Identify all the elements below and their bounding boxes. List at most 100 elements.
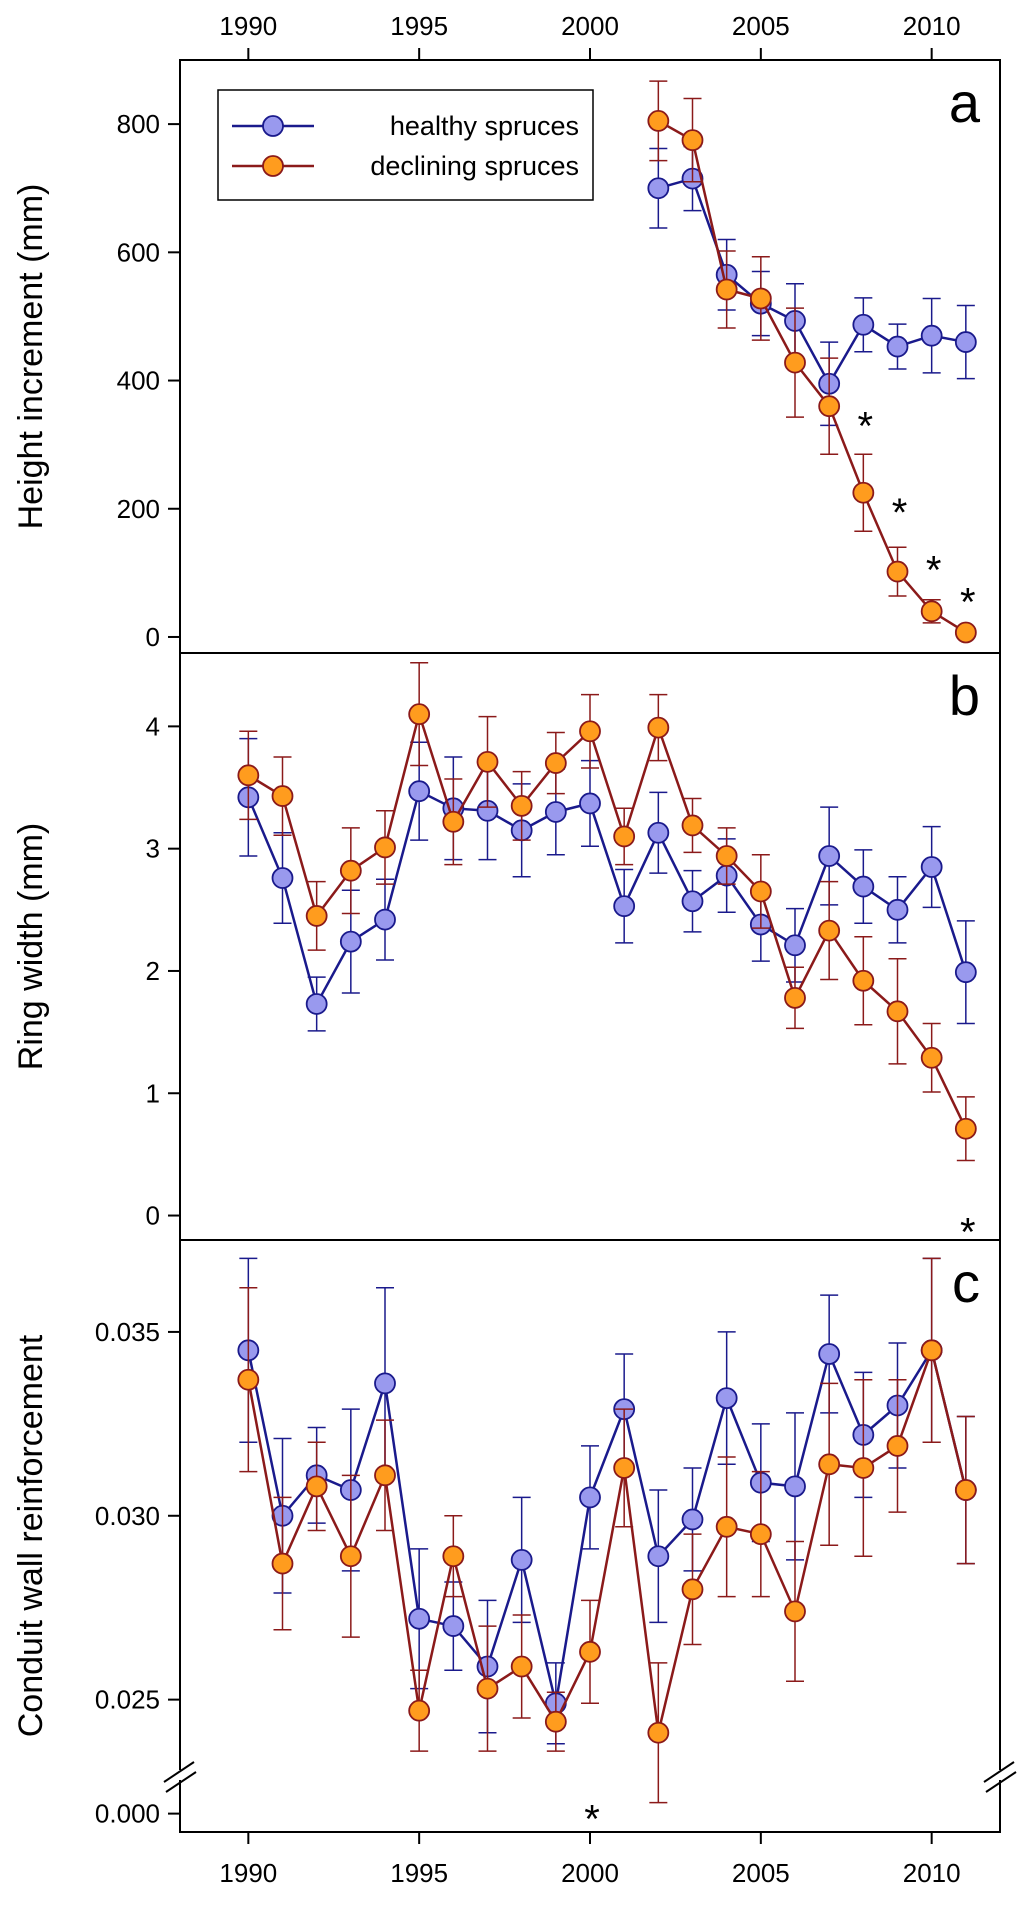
y-tick-label: 0 [146,622,160,652]
series-line [247,1345,968,1734]
significance-marker: * [960,581,976,625]
data-point [408,1699,431,1722]
data-point [886,1000,909,1023]
data-point [408,703,431,726]
legend: healthy spruces declining spruces [217,89,594,201]
data-point [374,1372,396,1395]
axis-break-mark [983,1761,1015,1783]
data-point [784,986,806,1009]
label-layer: 1990199019951995200020002005200520102010… [12,11,981,1888]
data-point [579,1640,601,1663]
data-point [886,898,909,921]
data-point [886,335,909,358]
data-point [784,1475,806,1498]
significance-marker: * [926,549,942,593]
data-layer [237,80,977,1804]
data-point [715,1387,738,1410]
data-point [852,481,875,504]
data-point [749,880,772,903]
data-point [852,969,875,992]
data-point [374,836,396,859]
data-point [579,1486,601,1509]
y-tick-label: 1 [146,1078,160,1108]
data-point [852,1457,875,1479]
data-point [818,919,841,942]
data-point [544,1710,567,1733]
data-point [818,1453,841,1476]
data-point [476,750,499,773]
axis-break-gap [986,1770,1014,1780]
panel-letter: a [949,71,981,134]
data-point [920,600,943,623]
significance-marker: * [892,491,908,535]
data-point [920,324,943,347]
data-point [920,856,943,878]
data-point [442,810,465,833]
x-tick-label-top: 2010 [903,11,961,41]
data-point [647,716,670,739]
data-point [886,1435,909,1457]
data-point [339,859,362,882]
y-tick-label: 0.000 [95,1799,160,1829]
data-point [271,785,294,807]
data-point [374,1464,396,1487]
data-point [715,845,738,867]
x-tick-label-bottom: 2005 [732,1858,790,1888]
data-point [305,993,328,1015]
data-point [442,1545,465,1568]
data-point [408,1607,431,1630]
series-line [657,177,967,387]
x-tick-label-top: 2005 [732,11,790,41]
data-point [647,1545,670,1568]
y-axis-label: Conduit wall reinforcement [12,1334,50,1737]
y-tick-label: 0.030 [95,1501,160,1531]
data-point [784,351,806,374]
data-point [647,177,670,200]
data-point [305,1475,328,1498]
data-point [544,752,567,774]
data-point [818,845,841,867]
data-point [886,560,909,583]
panel-letter: c [952,1251,980,1314]
y-tick-label: 0.035 [95,1317,160,1347]
data-point [954,331,977,353]
axis-break-mark [985,1771,1017,1793]
data-point [613,1457,636,1479]
axis-break-mark [163,1761,195,1783]
data-point [476,1677,499,1700]
x-tick-label-bottom: 2000 [561,1858,619,1888]
x-tick-label-bottom: 2010 [903,1858,961,1888]
data-point [237,1368,260,1391]
legend-marker [262,115,284,137]
data-point [339,1545,362,1568]
data-point [681,1508,704,1531]
legend-entry: declining spruces [370,151,579,181]
y-axis-label: Height increment (mm) [12,184,50,530]
legend-entry: healthy spruces [390,111,579,141]
data-point [647,821,670,844]
series-line [247,789,968,1008]
data-point [681,814,704,837]
x-tick-label-bottom: 1990 [219,1858,277,1888]
data-point [442,1615,465,1637]
data-point [920,1046,943,1069]
frame-layer [179,59,1001,1833]
data-point [818,1343,841,1365]
y-tick-label: 400 [117,366,160,396]
data-point [784,934,806,957]
data-point [852,313,875,336]
data-point [613,825,636,848]
legend-box [217,89,594,201]
data-point [852,875,875,898]
significance-marker: * [960,1211,976,1255]
y-tick-label: 3 [146,834,160,864]
data-point [920,1339,943,1362]
series-line [247,709,967,1130]
data-point [954,621,977,644]
legend-marker [262,155,284,177]
y-tick-label: 200 [117,494,160,524]
y-axis-label: Ring width (mm) [12,823,50,1070]
data-point [544,801,567,823]
data-point [784,1600,806,1623]
